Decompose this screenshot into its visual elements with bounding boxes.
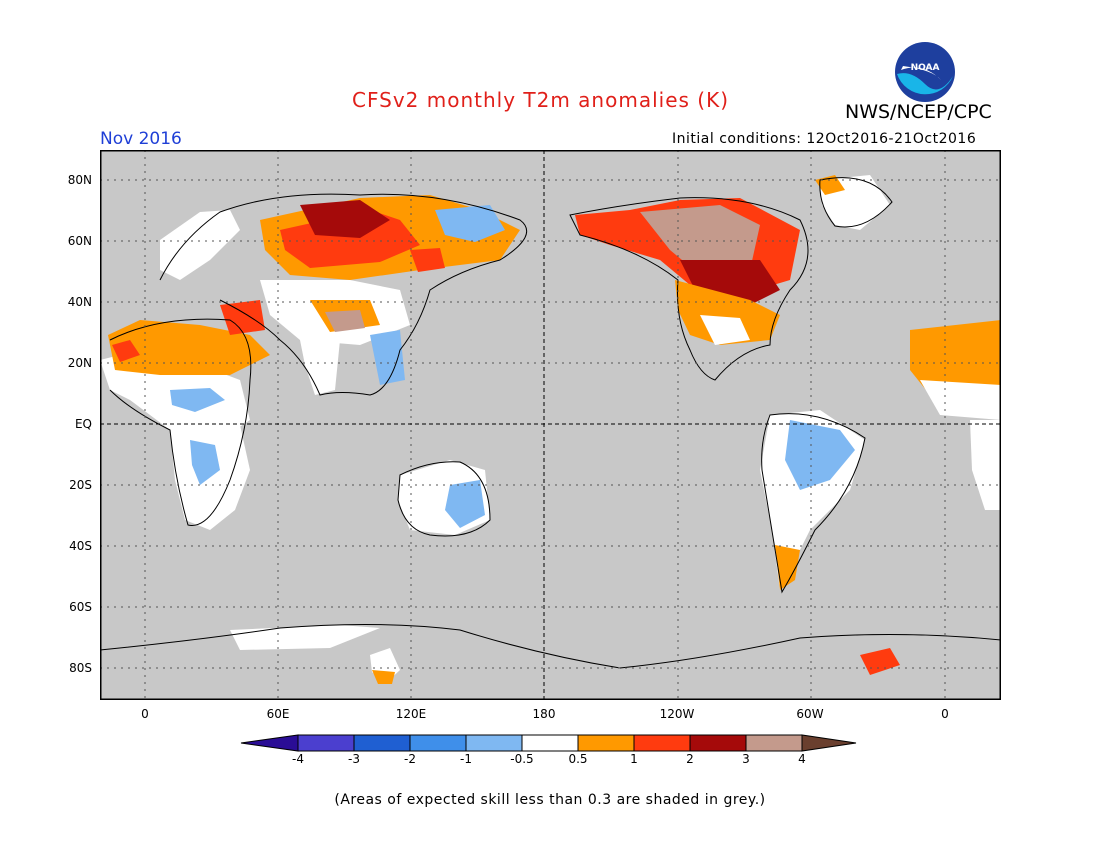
colorbar-label: -4: [292, 752, 304, 766]
lon-gridlines: [144, 150, 946, 700]
map-background: [100, 150, 1001, 700]
colorbar-label: 3: [742, 752, 750, 766]
colorbar-segment: [521, 734, 579, 752]
footnote: (Areas of expected skill less than 0.3 a…: [334, 792, 766, 808]
colorbar-segment: [465, 734, 523, 752]
lon-tick: 0: [141, 707, 149, 721]
colorbar-arrow-low: [240, 734, 299, 752]
colorbar-segment: [745, 734, 803, 752]
lon-tick: 0: [941, 707, 949, 721]
lat-tick: 20S: [69, 478, 92, 492]
lon-tick: 60E: [266, 707, 290, 721]
colorbar-segment: [689, 734, 747, 752]
lat-tick: 40S: [69, 539, 92, 553]
agency-label: NWS/NCEP/CPC: [845, 101, 992, 123]
colorbar-label: -3: [348, 752, 360, 766]
noaa-logo-text: NOAA: [911, 63, 940, 73]
lat-tick: 60N: [67, 234, 92, 248]
lat-tick: 20N: [67, 356, 92, 370]
colorbar-label: 0.5: [568, 752, 588, 766]
colorbar-segment: [409, 734, 467, 752]
colorbar-arrow-high: [801, 734, 857, 752]
colorbar-segment: [353, 734, 411, 752]
lon-tick: 120W: [659, 707, 695, 721]
lat-tick: EQ: [74, 417, 92, 431]
colorbar-label: -0.5: [510, 752, 534, 766]
colorbar: [240, 734, 857, 752]
anomaly-shading: [100, 175, 1001, 684]
lon-tick: 60W: [796, 707, 824, 721]
lat-gridlines: [100, 179, 1001, 669]
noaa-logo: NOAA: [895, 42, 955, 102]
lat-tick: 40N: [67, 295, 92, 309]
valid-month: Nov 2016: [100, 129, 182, 149]
colorbar-segment: [577, 734, 635, 752]
map-frame: [100, 150, 1001, 700]
lon-tick: 120E: [395, 707, 427, 721]
colorbar-label: -2: [404, 752, 416, 766]
coastlines: [100, 177, 1001, 669]
colorbar-label: 2: [686, 752, 694, 766]
lat-tick: 60S: [69, 600, 92, 614]
anomaly-map: [100, 150, 1001, 700]
lat-tick: 80S: [69, 661, 92, 675]
colorbar-label: 4: [798, 752, 806, 766]
initial-conditions: Initial conditions: 12Oct2016-21Oct2016: [672, 131, 977, 147]
map-title: CFSv2 monthly T2m anomalies (K): [352, 88, 729, 112]
colorbar-label: 1: [630, 752, 638, 766]
lon-tick: 180: [532, 707, 556, 721]
lat-tick: 80N: [67, 173, 92, 187]
colorbar-segment: [297, 734, 355, 752]
colorbar-label: -1: [460, 752, 472, 766]
colorbar-segment: [633, 734, 691, 752]
